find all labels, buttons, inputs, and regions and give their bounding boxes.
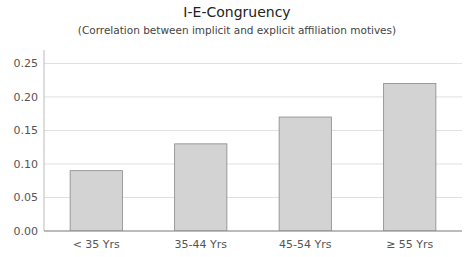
y-tick-label: 0.15 [14,124,39,137]
bar [175,144,227,231]
x-tick-label: ≥ 55 Yrs [386,238,433,251]
bar [70,171,122,231]
x-tick-label: < 35 Yrs [73,238,120,251]
x-tick-label: 45-54 Yrs [279,238,332,251]
y-tick-label: 0.10 [14,158,39,171]
title: I-E-Congruency [183,4,290,20]
y-tick-label: 0.20 [14,91,39,104]
bars [70,84,436,231]
grid-line [44,231,462,232]
y-axis-line [44,50,45,231]
bar [384,84,436,231]
x-tick-label: 35-44 Yrs [175,238,228,251]
y-tick-label: 0.05 [14,191,39,204]
grid-line [44,63,462,64]
chart: I-E-Congruency (Correlation between impli… [0,0,474,257]
y-tick-label: 0.25 [14,57,39,70]
y-tick-label: 0.00 [14,225,39,238]
grid [44,63,462,231]
subtitle: (Correlation between implicit and explic… [78,24,396,36]
bar [279,117,331,231]
x-axis-line [44,231,462,232]
